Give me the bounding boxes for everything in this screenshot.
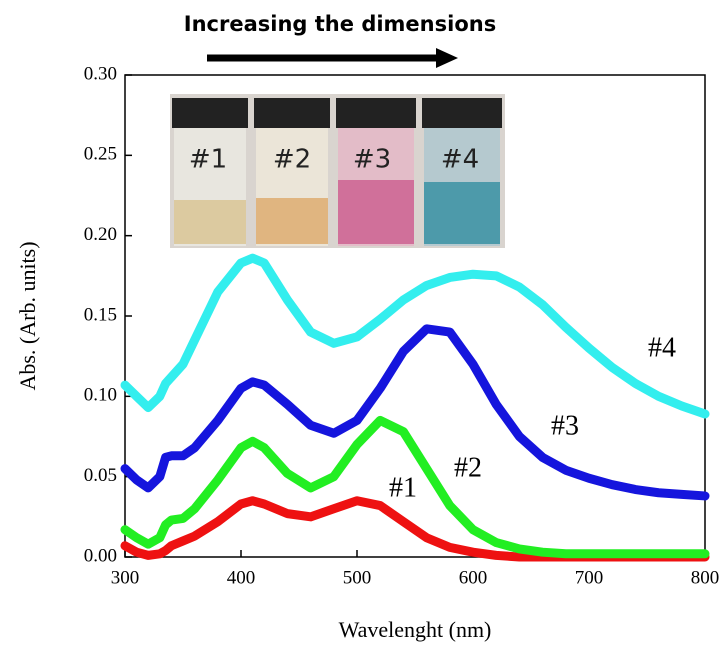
vial-label: #3 [353, 145, 391, 175]
x-tick-label: 300 [111, 567, 140, 588]
series-label: #3 [551, 410, 579, 441]
y-tick-label: 0.00 [84, 545, 117, 566]
y-tick-label: 0.25 [84, 144, 117, 165]
x-tick-label: 400 [227, 567, 256, 588]
series-line [120, 253, 710, 419]
vial: #2 [254, 98, 330, 246]
y-tick-label: 0.05 [84, 465, 117, 486]
x-tick-label: 700 [575, 567, 604, 588]
series-line [120, 496, 710, 562]
series-label: #1 [389, 472, 417, 503]
series-line [120, 415, 710, 559]
x-tick-label: 500 [343, 567, 372, 588]
y-axis-label: Abs. (Arb. units) [15, 241, 40, 390]
series-line [120, 324, 710, 501]
y-tick-label: 0.15 [84, 304, 117, 325]
vial: #1 [172, 98, 248, 246]
annotation: Increasing the dimensions [184, 12, 496, 36]
vial-label: #2 [273, 145, 311, 175]
x-axis-label: Wavelenght (nm) [339, 617, 492, 642]
vial: #3 [336, 98, 416, 246]
vial: #4 [422, 98, 502, 246]
series-label: #2 [454, 452, 482, 483]
y-tick-label: 0.10 [84, 385, 117, 406]
arrow-head [436, 48, 458, 68]
y-tick-label: 0.20 [84, 224, 117, 245]
vial-photo: #1 #2 #3 #4 [170, 94, 505, 248]
vial-label: #1 [189, 145, 227, 175]
series-label: #4 [648, 332, 676, 363]
x-tick-label: 800 [691, 567, 720, 588]
y-tick-label: 0.30 [84, 63, 117, 84]
x-tick-label: 600 [459, 567, 488, 588]
vial-label: #4 [441, 145, 479, 175]
